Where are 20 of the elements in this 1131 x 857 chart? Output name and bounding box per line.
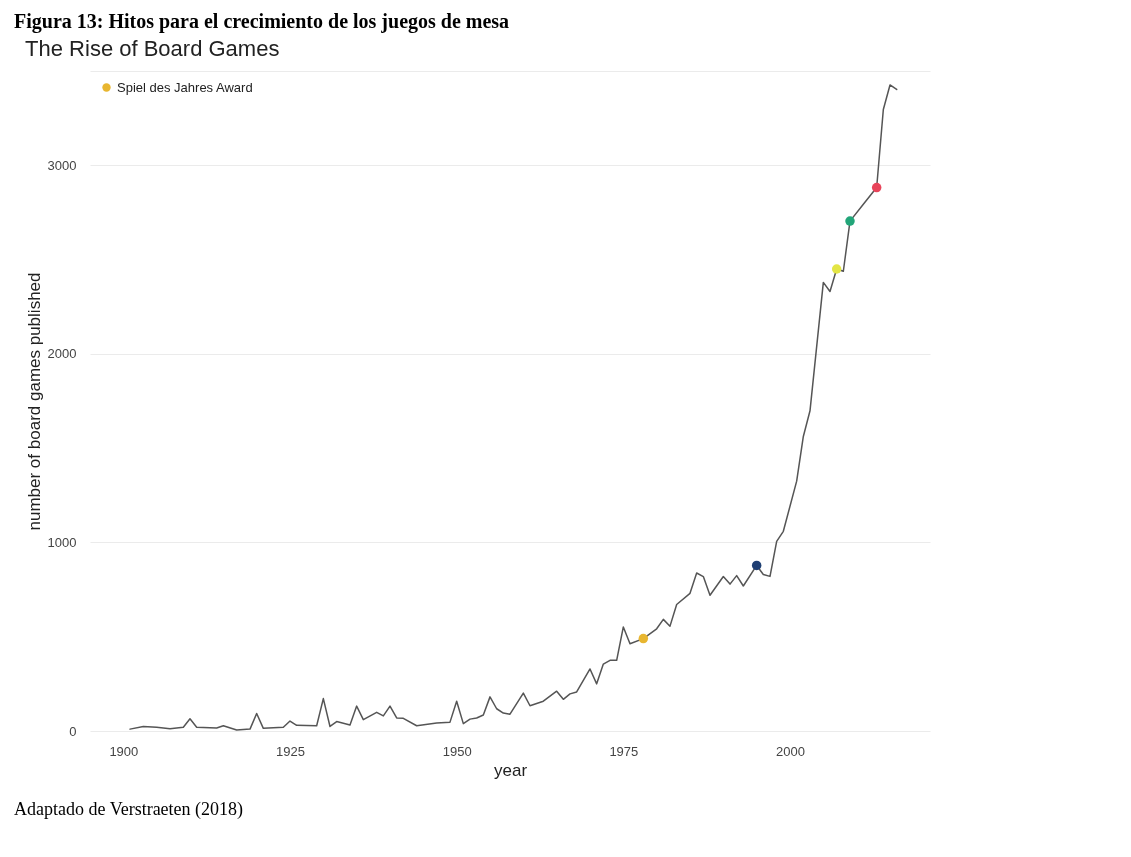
x-tick-label: 2000 <box>776 743 805 759</box>
chart-title: Figura 13: Hitos para el crecimiento de los juegos de mesa <box>13 9 511 33</box>
y-axis-title: number of board games published <box>24 272 44 531</box>
point <box>831 264 842 274</box>
point <box>751 560 762 571</box>
point <box>638 633 649 644</box>
y-tick-label: 3000 <box>47 157 77 173</box>
y-tick-label: 2000 <box>47 346 77 362</box>
x-tick-label: 1925 <box>276 743 305 759</box>
x-axis-title: year <box>493 760 528 780</box>
x-tick-label: 1950 <box>442 743 472 759</box>
x-tick-label: 1975 <box>609 743 639 759</box>
y-tick-label: 0 <box>69 723 77 739</box>
y-tick-label: 1000 <box>47 534 77 550</box>
x-tick-label: 1900 <box>109 743 139 759</box>
chart-subtitle: The Rise of Board Games <box>25 36 280 61</box>
legend-label: Spiel des Jahres Award <box>117 79 253 95</box>
point <box>871 182 882 193</box>
point <box>845 216 855 226</box>
text: Adaptado de Verstraeten (2018) <box>13 799 245 820</box>
